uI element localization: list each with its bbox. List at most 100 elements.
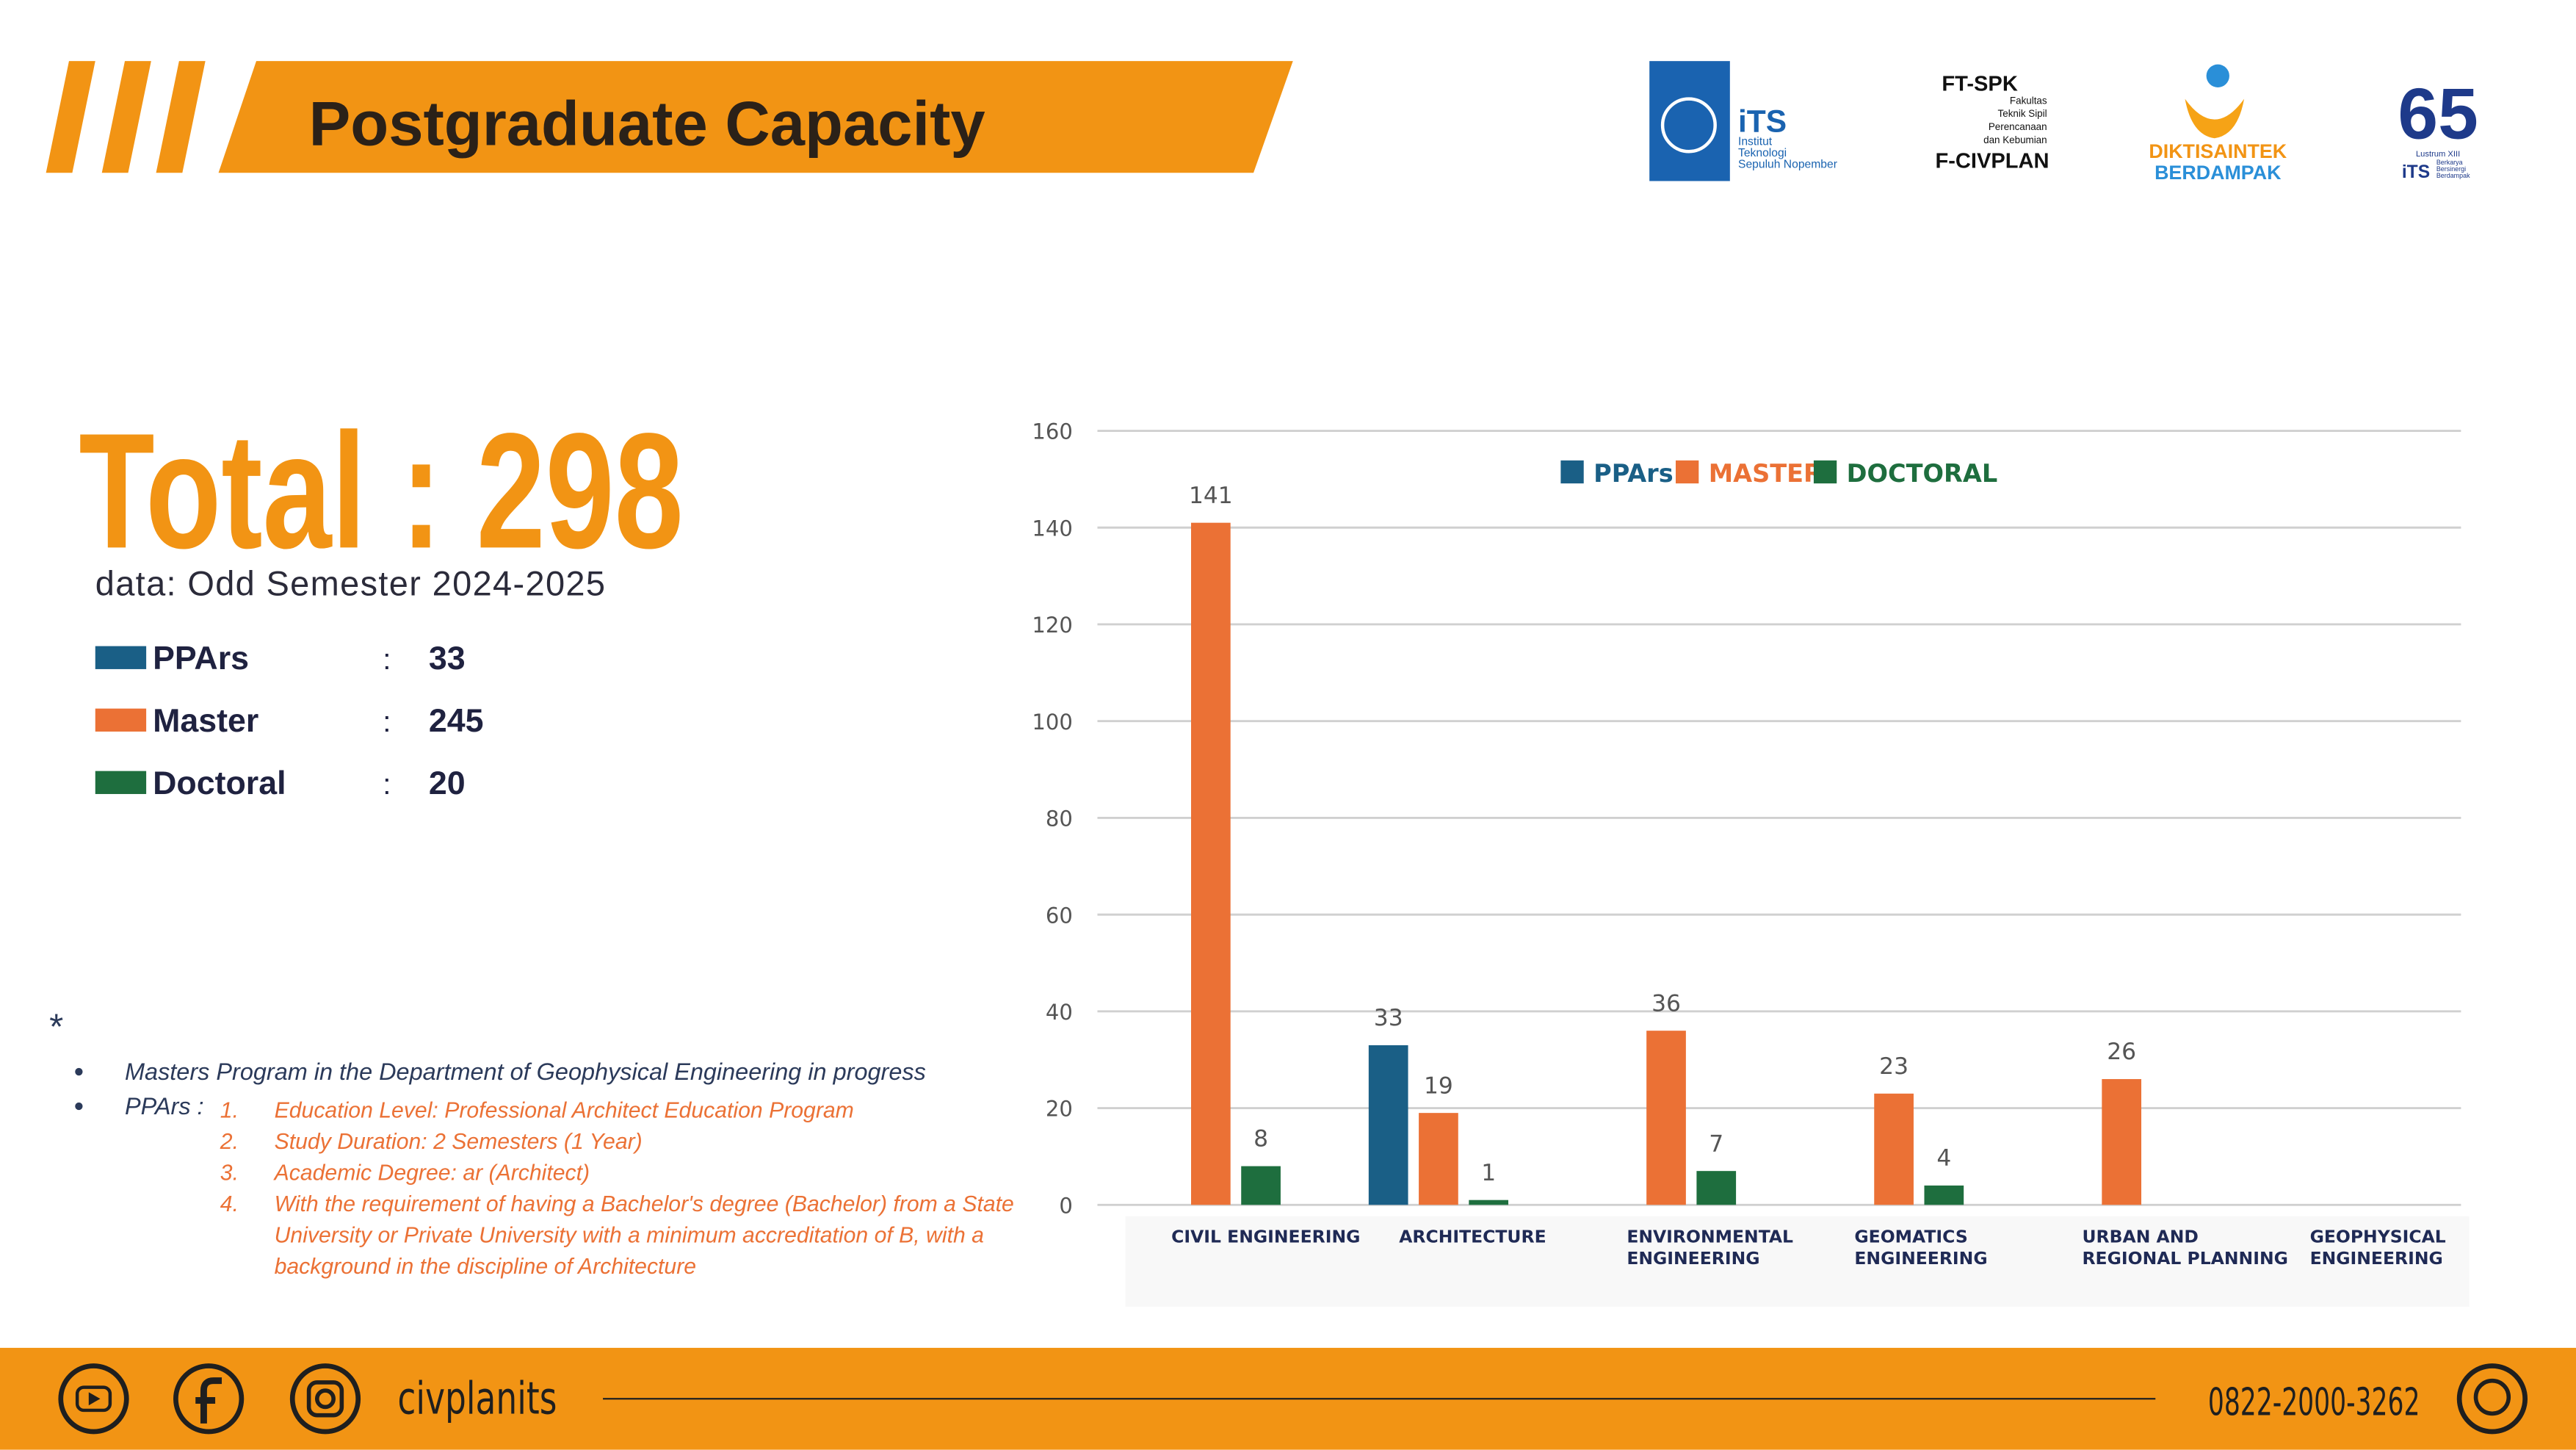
its-name: Teknologi <box>1738 147 1787 159</box>
data-note: data: Odd Semester 2024-2025 <box>95 563 607 602</box>
summary-value: 33 <box>429 640 466 677</box>
total: Total : 298 <box>79 399 683 582</box>
bullet-dot <box>75 1102 83 1111</box>
x-tick-label: ENVIRONMENTAL ENGINEERING <box>1627 1227 1793 1269</box>
its-name: Institut <box>1738 135 1773 148</box>
y-tick-label: 60 <box>1046 903 1073 928</box>
item-text: University or Private University with a … <box>275 1224 984 1248</box>
summary-label: Master <box>153 702 258 739</box>
data-label: 26 <box>2107 1039 2136 1065</box>
ftspk-line: dan Kebumian <box>1983 134 2047 145</box>
legend-label: MASTER <box>1709 459 1823 488</box>
ftspk-line: Perencanaan <box>1989 121 2047 132</box>
summary-separator: : <box>383 705 391 738</box>
x-tick-label: GEOMATICS ENGINEERING <box>1854 1227 1987 1269</box>
data-label: 23 <box>1879 1053 1909 1080</box>
lustrum-line: Berkarya <box>2436 159 2463 166</box>
whatsapp-glyph <box>2473 1378 2511 1416</box>
data-label: 8 <box>1253 1126 1268 1153</box>
category-band <box>1125 1216 2470 1307</box>
legend-swatch <box>95 771 147 794</box>
summary-separator: : <box>383 643 391 676</box>
bar <box>1419 1113 1458 1205</box>
lustrum-line: Bersinergi <box>2436 165 2466 173</box>
diktisaintek-emblem <box>2206 64 2229 87</box>
summary-list: PPArs: 33 Master: 245 Doctoral: 20 <box>95 640 484 801</box>
ftspk-line: Fakultas <box>2010 95 2047 106</box>
handle[interactable]: civplanits <box>397 1373 557 1424</box>
ftspk-name: F-CIVPLAN <box>1935 150 2049 173</box>
its-name: Sepuluh Nopember <box>1738 159 1837 171</box>
note-marker: * <box>49 1006 63 1047</box>
bar <box>1191 522 1231 1205</box>
item-number: 3. <box>220 1161 239 1186</box>
lustrum-caption: Lustrum XIII <box>2416 150 2460 159</box>
y-tick-label: 80 <box>1046 807 1073 832</box>
its-mark: iTS <box>1738 104 1787 139</box>
title: Postgraduate Capacity <box>309 89 985 159</box>
ftspk-line: Teknik Sipil <box>1998 108 2047 119</box>
diktisaintek-emblem <box>2185 98 2245 139</box>
whatsapp-icon[interactable] <box>2456 1363 2528 1435</box>
bar <box>1696 1171 1737 1205</box>
note-bullet: Masters Program in the Department of Geo… <box>125 1058 926 1085</box>
note-bullet: PPArs : <box>125 1093 204 1119</box>
lustrum-line: Berdampak <box>2436 172 2470 179</box>
instagram-icon[interactable] <box>289 1363 361 1435</box>
item-text: Academic Degree: ar (Architect) <box>273 1161 590 1186</box>
notes: Masters Program in the Department of Geo… <box>75 1058 1014 1279</box>
bar <box>1368 1045 1408 1205</box>
its-emblem <box>1660 97 1717 154</box>
youtube-icon[interactable] <box>58 1363 129 1435</box>
item-text: With the requirement of having a Bachelo… <box>275 1192 1014 1216</box>
summary-separator: : <box>383 768 391 801</box>
data-label: 4 <box>1936 1145 1951 1172</box>
y-tick-label: 40 <box>1046 1000 1073 1025</box>
stripe <box>101 61 151 173</box>
chart: 0 20 40 60 80 100 120 140 160 CIVIL ENGINEERING AR… <box>1032 419 2461 1269</box>
item-text: Study Duration: 2 Semesters (1 Year) <box>275 1130 643 1154</box>
bar <box>1469 1200 1509 1205</box>
instagram-glyph <box>306 1380 344 1418</box>
instagram-glyph <box>314 1388 336 1410</box>
data-label: 141 <box>1189 483 1233 509</box>
legend-swatch <box>1813 460 1837 484</box>
facebook-glyph <box>195 1377 222 1424</box>
bar <box>2102 1079 2142 1205</box>
ftspk-mark: FT-SPK <box>1942 72 2017 95</box>
legend-label: PPArs <box>1593 459 1674 488</box>
lustrum-number: 65 <box>2398 73 2478 154</box>
legend-swatch <box>1560 460 1584 484</box>
x-tick-label: CIVIL ENGINEERING <box>1171 1227 1360 1247</box>
data-label: 1 <box>1481 1160 1496 1186</box>
legend-label: DOCTORAL <box>1847 459 1998 488</box>
x-tick-label: GEOPHYSICAL ENGINEERING <box>2310 1227 2446 1269</box>
x-tick-label: ARCHITECTURE <box>1399 1227 1546 1247</box>
stripe <box>46 61 95 173</box>
data-label: 36 <box>1651 990 1681 1017</box>
stripe <box>156 61 206 173</box>
title-banner <box>218 61 1293 173</box>
item-text: background in the discipline of Architec… <box>275 1255 696 1279</box>
y-tick-label: 120 <box>1032 613 1073 638</box>
summary-value: 245 <box>429 702 484 739</box>
facebook-icon[interactable] <box>173 1363 245 1435</box>
diktisaintek-line: BERDAMPAK <box>2154 162 2282 184</box>
legend-swatch <box>1675 460 1699 484</box>
youtube-glyph <box>75 1385 112 1413</box>
data-label: 33 <box>1374 1005 1403 1031</box>
phone[interactable]: 0822-2000-3262 <box>2208 1381 2420 1425</box>
youtube-glyph <box>88 1392 101 1406</box>
y-tick-label: 140 <box>1032 516 1073 541</box>
legend-swatch <box>95 646 147 669</box>
y-tick-label: 0 <box>1059 1193 1073 1218</box>
y-tick-label: 160 <box>1032 419 1073 444</box>
item-number: 4. <box>220 1192 239 1216</box>
legend-swatch <box>95 708 147 732</box>
item-text: Education Level: Professional Architect … <box>275 1099 854 1123</box>
summary-label: Doctoral <box>153 765 286 801</box>
bar <box>1924 1185 1964 1205</box>
item-number: 1. <box>220 1099 239 1123</box>
